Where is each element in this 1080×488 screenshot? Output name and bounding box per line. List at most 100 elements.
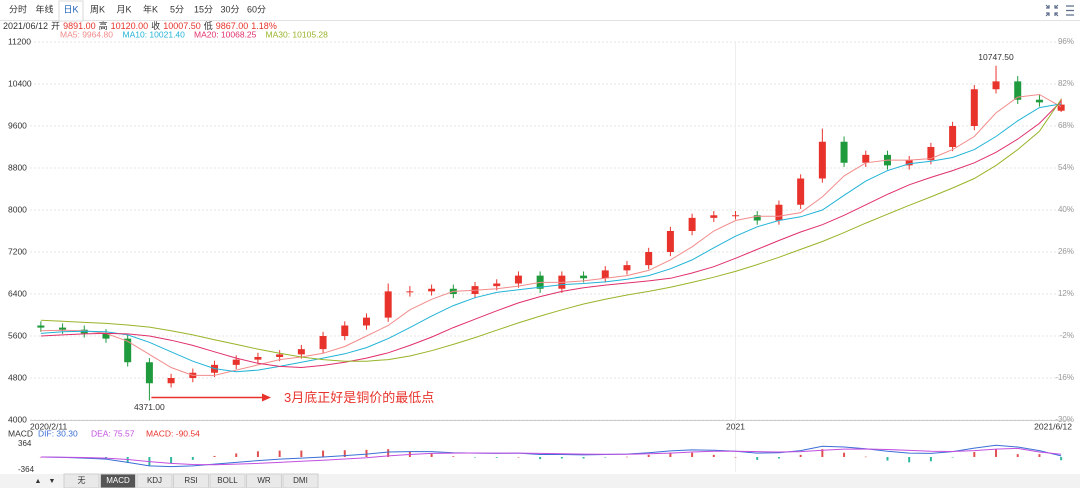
candle-body bbox=[406, 291, 414, 293]
candle-body bbox=[753, 215, 761, 221]
candle-body bbox=[428, 288, 436, 292]
x-tick-label: 2020/2/11 bbox=[30, 421, 67, 431]
macd-bar bbox=[278, 450, 281, 457]
candle-body bbox=[601, 270, 609, 279]
candle-body bbox=[167, 378, 175, 384]
y2-tick-label: -16% bbox=[1055, 373, 1074, 382]
legend-entry: MA5: 9964.80 bbox=[60, 29, 113, 39]
candle-body bbox=[514, 275, 522, 284]
indicator-tab[interactable]: BOLL bbox=[217, 476, 238, 485]
candle-body bbox=[905, 160, 913, 166]
macd-bar bbox=[452, 456, 455, 457]
candle-body bbox=[666, 231, 674, 252]
candle-body bbox=[297, 349, 305, 355]
macd-bar bbox=[1038, 454, 1041, 457]
macd-bar bbox=[821, 449, 824, 457]
candle-body bbox=[59, 327, 67, 330]
toolbar-tab[interactable]: 分时 bbox=[9, 3, 27, 14]
candle-body bbox=[580, 275, 588, 279]
macd-bar bbox=[170, 457, 173, 464]
macd-line bbox=[40, 447, 1062, 466]
toolbar-tab[interactable]: 周K bbox=[90, 4, 105, 14]
macd-bar bbox=[756, 457, 759, 460]
indicator-tab-bg[interactable] bbox=[246, 473, 282, 488]
indicator-tab-bg[interactable] bbox=[63, 473, 100, 488]
y-tick-label: 10400 bbox=[8, 78, 32, 88]
macd-bar bbox=[799, 454, 802, 457]
macd-bar bbox=[539, 457, 542, 460]
candle-body bbox=[37, 325, 45, 328]
legend-entry: MA10: 10021.40 bbox=[123, 29, 186, 39]
toolbar-tab[interactable]: 15分 bbox=[194, 4, 213, 14]
macd-bar bbox=[430, 453, 433, 457]
toolbar-tab[interactable]: 日K bbox=[63, 4, 78, 14]
candle-body bbox=[645, 252, 653, 266]
legend-entry: MA30: 10105.28 bbox=[266, 29, 329, 39]
macd-bar bbox=[235, 453, 238, 457]
annotation-arrowhead bbox=[262, 393, 271, 402]
quote-field: 10007.50 bbox=[163, 21, 201, 31]
toolbar-tab[interactable]: 5分 bbox=[170, 4, 184, 14]
quote-field: 2021/06/12 bbox=[3, 21, 48, 31]
indicator-tab[interactable]: 无 bbox=[78, 476, 86, 485]
toolbar-tab[interactable]: 年线 bbox=[35, 3, 53, 14]
macd-bar bbox=[843, 452, 846, 457]
y-tick-label: 4000 bbox=[8, 414, 27, 424]
macd-tick-label: 364 bbox=[18, 439, 32, 448]
macd-bar bbox=[691, 452, 694, 457]
moving-average-line bbox=[40, 93, 1062, 376]
x-tick-label: 2021/6/12 bbox=[1034, 421, 1072, 431]
candle-body bbox=[341, 325, 349, 336]
quote-field: 9867.00 bbox=[216, 21, 249, 31]
nav-arrow[interactable]: ▲ bbox=[35, 478, 42, 485]
toolbar-tab[interactable]: 年K bbox=[143, 3, 158, 14]
y-tick-label: 9600 bbox=[8, 120, 27, 130]
macd-bar bbox=[625, 456, 628, 458]
indicator-tab[interactable]: MACD bbox=[106, 476, 130, 485]
toolbar-tab[interactable]: 30分 bbox=[220, 4, 239, 14]
macd-bar bbox=[908, 457, 911, 463]
macd-bar bbox=[560, 457, 563, 459]
candle-body bbox=[688, 217, 696, 231]
indicator-tab-bg[interactable] bbox=[173, 473, 209, 488]
macd-bar bbox=[886, 457, 889, 461]
y2-tick-label: -2% bbox=[1060, 331, 1074, 340]
settings-icon[interactable] bbox=[1066, 5, 1074, 16]
candle-body bbox=[1057, 104, 1065, 111]
y2-tick-label: 26% bbox=[1058, 247, 1074, 256]
indicator-tab[interactable]: KDJ bbox=[147, 476, 162, 485]
collapse-icon[interactable] bbox=[1045, 4, 1059, 17]
candle-body bbox=[818, 141, 826, 179]
candle-body bbox=[145, 362, 153, 384]
macd-bar bbox=[929, 457, 932, 462]
indicator-tab[interactable]: RSI bbox=[184, 476, 197, 485]
candle-body bbox=[623, 265, 631, 271]
candle-body bbox=[493, 283, 501, 287]
indicator-tab-bg[interactable] bbox=[282, 473, 319, 488]
indicator-tab-bg[interactable] bbox=[209, 473, 246, 488]
macd-legend: DEA: 75.57 bbox=[91, 428, 135, 438]
indicator-tab-bg[interactable] bbox=[136, 473, 173, 488]
candle-body bbox=[797, 178, 805, 205]
macd-bar bbox=[1060, 457, 1063, 461]
y-tick-label: 11200 bbox=[8, 36, 31, 46]
toolbar-tab[interactable]: 月K bbox=[116, 4, 131, 14]
indicator-tab[interactable]: DMI bbox=[293, 476, 308, 485]
annotation: 3月底正好是铜价的最低点 bbox=[284, 390, 434, 405]
y2-tick-label: 54% bbox=[1058, 163, 1074, 172]
quote-field: 低 bbox=[204, 20, 213, 31]
macd-bar bbox=[365, 449, 368, 457]
quote-field: 9891.00 bbox=[63, 21, 96, 31]
nav-arrow[interactable]: ▼ bbox=[49, 478, 56, 485]
macd-bar bbox=[669, 452, 672, 457]
indicator-tab[interactable]: WR bbox=[257, 476, 271, 485]
toolbar-tab[interactable]: 60分 bbox=[247, 4, 266, 14]
candle-body bbox=[1014, 81, 1022, 100]
macd-bar bbox=[647, 454, 650, 457]
candle-body bbox=[102, 333, 110, 339]
indicator-tab-bg[interactable] bbox=[100, 473, 136, 488]
candle-body bbox=[319, 336, 327, 350]
y2-tick-label: 82% bbox=[1058, 79, 1074, 88]
macd-bar bbox=[213, 455, 216, 457]
